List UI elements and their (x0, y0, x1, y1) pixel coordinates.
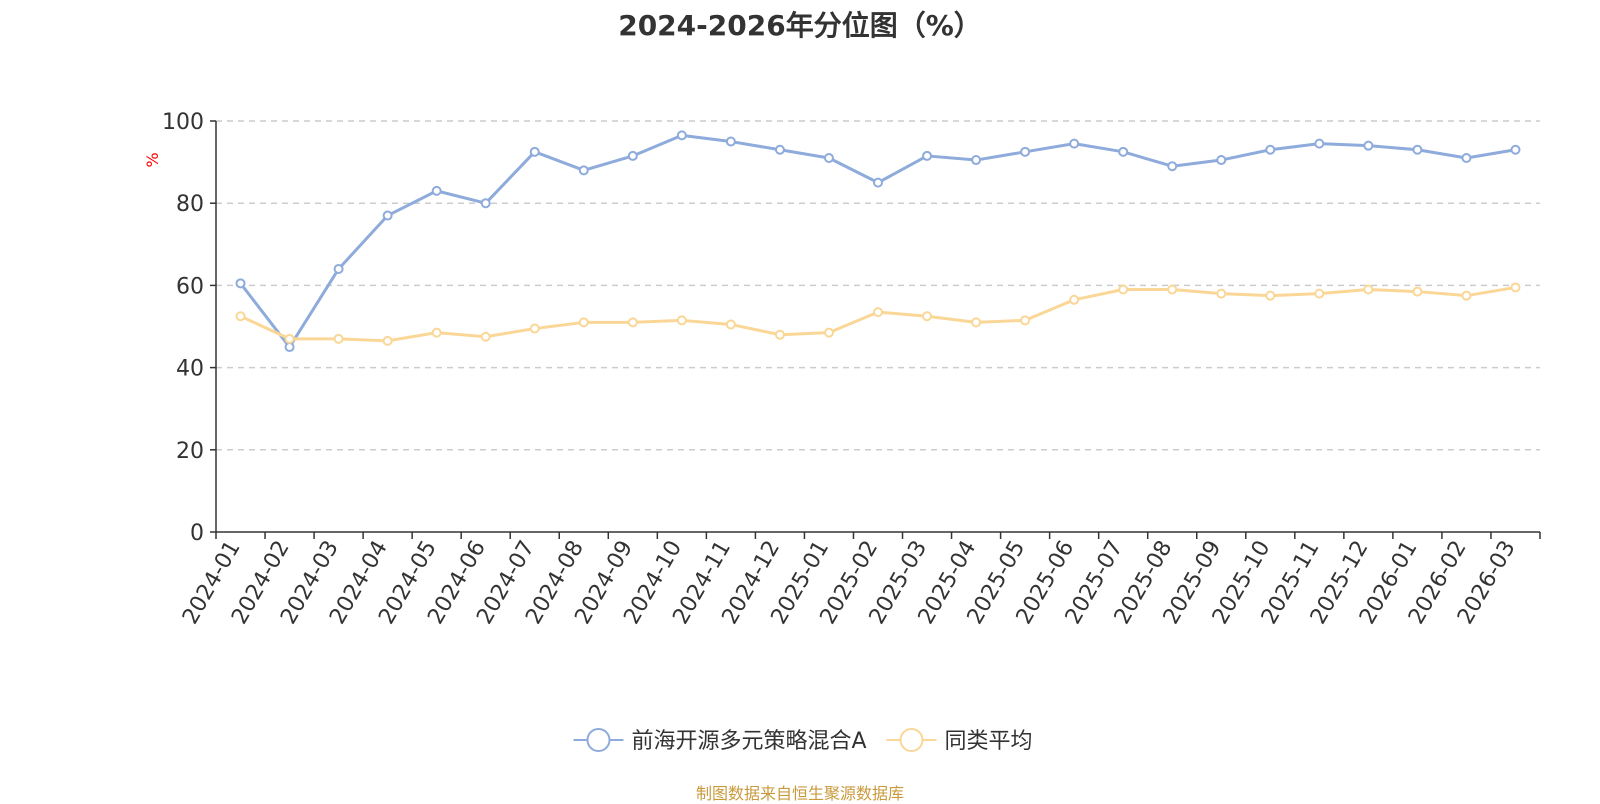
data-point-series-0[interactable] (578, 165, 589, 176)
data-point-series-0[interactable] (382, 210, 393, 221)
data-point-series-0[interactable] (1265, 144, 1276, 155)
y-axis-label: % (143, 152, 162, 167)
data-point-series-1[interactable] (823, 327, 834, 338)
data-point-series-1[interactable] (922, 311, 933, 322)
y-tick-label: 80 (176, 192, 204, 217)
data-point-series-1[interactable] (1314, 288, 1325, 299)
data-point-series-0[interactable] (431, 185, 442, 196)
data-point-series-1[interactable] (333, 333, 344, 344)
legend-item-0[interactable]: 前海开源多元策略混合A (573, 728, 867, 754)
data-point-series-1[interactable] (480, 331, 491, 342)
data-point-series-0[interactable] (971, 155, 982, 166)
legend-label: 同类平均 (945, 729, 1033, 754)
data-point-series-1[interactable] (971, 317, 982, 328)
data-point-series-0[interactable] (627, 150, 638, 161)
data-point-series-0[interactable] (1510, 144, 1521, 155)
legend-marker (899, 728, 924, 752)
y-tick-label: 20 (176, 439, 204, 464)
data-point-series-1[interactable] (1412, 286, 1423, 297)
data-point-series-1[interactable] (725, 319, 736, 330)
data-point-series-1[interactable] (578, 317, 589, 328)
data-point-series-1[interactable] (1020, 315, 1031, 326)
data-point-series-1[interactable] (676, 315, 687, 326)
y-tick-label: 0 (190, 521, 204, 546)
data-point-series-1[interactable] (284, 333, 295, 344)
data-point-series-0[interactable] (1461, 152, 1472, 163)
data-point-series-0[interactable] (1069, 138, 1080, 149)
data-point-series-1[interactable] (1510, 282, 1521, 293)
data-point-series-1[interactable] (1363, 284, 1374, 295)
data-point-series-0[interactable] (725, 136, 736, 147)
legend-item-1[interactable]: 同类平均 (886, 728, 1033, 754)
legend: 前海开源多元策略混合A 同类平均 (573, 728, 1033, 754)
data-point-series-0[interactable] (529, 146, 540, 157)
data-point-series-0[interactable] (922, 150, 933, 161)
data-point-series-0[interactable] (823, 152, 834, 163)
data-point-series-1[interactable] (1069, 294, 1080, 305)
data-point-series-0[interactable] (1167, 161, 1178, 172)
data-point-series-1[interactable] (235, 311, 246, 322)
data-point-series-0[interactable] (1314, 138, 1325, 149)
data-point-series-1[interactable] (774, 329, 785, 340)
data-point-series-1[interactable] (1216, 288, 1227, 299)
data-point-series-1[interactable] (382, 335, 393, 346)
data-point-series-0[interactable] (284, 342, 295, 353)
data-point-series-0[interactable] (1216, 155, 1227, 166)
data-point-series-1[interactable] (873, 307, 883, 318)
data-point-series-0[interactable] (774, 144, 785, 155)
data-point-series-0[interactable] (1020, 146, 1031, 157)
data-point-series-0[interactable] (333, 263, 344, 274)
data-source-note: 制图数据来自恒生聚源数据库 (695, 784, 904, 803)
data-point-series-1[interactable] (1461, 290, 1472, 301)
data-point-series-1[interactable] (627, 317, 638, 328)
y-tick-label: 60 (176, 274, 204, 299)
axes: 0204060801002024-012024-022024-032024-04… (162, 110, 1541, 629)
data-point-series-0[interactable] (873, 177, 883, 188)
grid-lines (216, 120, 1540, 451)
chart-title: 2024-2026年分位图（%） (618, 9, 982, 42)
series-layer (235, 130, 1521, 353)
y-tick-label: 40 (176, 357, 204, 382)
y-tick-label: 100 (162, 110, 204, 135)
data-point-series-1[interactable] (1265, 290, 1276, 301)
data-point-series-0[interactable] (1118, 146, 1129, 157)
data-point-series-0[interactable] (1412, 144, 1423, 155)
data-point-series-0[interactable] (235, 278, 246, 289)
data-point-series-1[interactable] (431, 327, 442, 338)
data-point-series-0[interactable] (480, 198, 491, 209)
data-point-series-0[interactable] (676, 130, 687, 141)
legend-marker (586, 728, 611, 752)
data-point-series-1[interactable] (529, 323, 540, 334)
data-point-series-1[interactable] (1118, 284, 1129, 295)
data-point-series-1[interactable] (1167, 284, 1178, 295)
legend-label: 前海开源多元策略混合A (632, 729, 867, 754)
data-point-series-0[interactable] (1363, 140, 1374, 151)
